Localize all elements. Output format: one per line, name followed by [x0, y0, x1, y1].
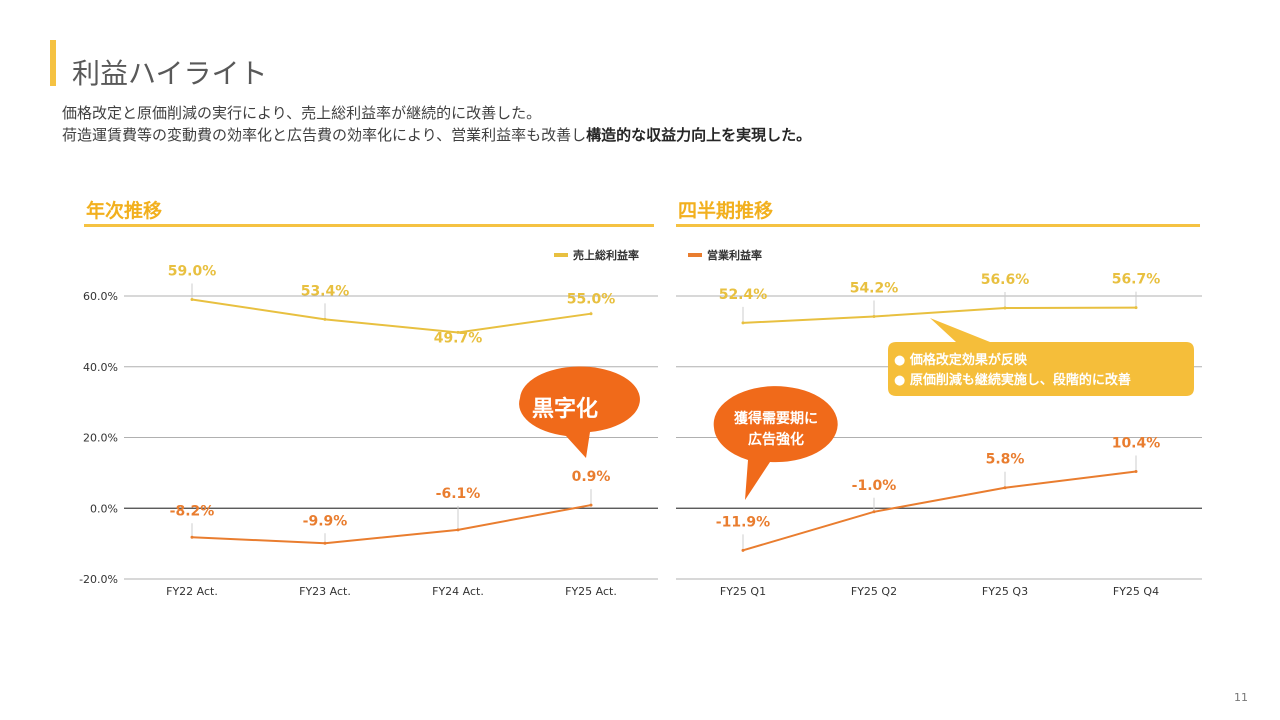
quarterly-operating-point — [872, 510, 876, 514]
annual-gross-point — [589, 312, 593, 316]
legend-label-operating: 営業利益率 — [707, 248, 762, 262]
quarterly-operating-data-label: -1.0% — [852, 478, 897, 494]
quarterly-gross-data-label: 54.2% — [850, 281, 899, 297]
profit-callout-bubble — [519, 366, 640, 458]
annual-y-tick-label: 20.0% — [83, 432, 118, 445]
callout-layer: 黒字化 獲得需要期に 広告強化 ● 価格改定効果が反映 ● 原価削減も継続実施し… — [519, 318, 1194, 500]
annual-y-tick-label: -20.0% — [79, 573, 118, 586]
quarterly-operating-data-label: -11.9% — [716, 514, 770, 530]
quarterly-gross-point — [1003, 306, 1007, 310]
quarterly-section-rule — [676, 224, 1200, 227]
annual-gross-line — [191, 298, 592, 334]
annual-operating-data-label: -6.1% — [436, 486, 481, 502]
quarterly-gross-point — [1134, 306, 1138, 310]
annual-y-tick-label: 40.0% — [83, 361, 118, 374]
ad-callout-line2: 広告強化 — [748, 431, 804, 448]
annual-x-tick-label: FY22 Act. — [166, 585, 218, 598]
quarterly-x-tick-label: FY25 Q1 — [720, 585, 766, 598]
ad-callout-bubble — [713, 386, 838, 500]
quarterly-operating-point — [1003, 486, 1007, 490]
annual-section-rule — [84, 224, 654, 227]
label-layer: FY22 Act. FY23 Act. FY24 Act. FY25 Act. 59.0… — [166, 264, 1160, 598]
quarterly-gross-data-label: 52.4% — [719, 287, 768, 303]
description-line-2: 荷造運賃費等の変動費の効率化と広告費の効率化により、営業利益率も改善し構造的な収… — [62, 124, 811, 145]
annual-section-title: 年次推移 — [86, 200, 163, 222]
quarterly-gross-point — [741, 321, 745, 325]
legend-label-gross: 売上総利益率 — [573, 248, 639, 262]
quarterly-gross-line — [742, 306, 1137, 324]
annual-y-tick-label: 0.0% — [90, 502, 118, 515]
quarterly-x-tick-label: FY25 Q3 — [982, 585, 1028, 598]
quarterly-operating-data-label: 5.8% — [986, 452, 1025, 468]
annual-gross-point — [456, 330, 460, 334]
description-line-1: 価格改定と原価削減の実行により、売上総利益率が継続的に改善した。 — [62, 104, 542, 122]
quarterly-x-tick-label: FY25 Q4 — [1113, 585, 1159, 598]
quarterly-operating-line — [742, 470, 1137, 552]
annual-operating-data-label: -8.2% — [170, 503, 215, 519]
page-number: 11 — [1234, 691, 1248, 704]
annual-operating-point — [190, 535, 194, 539]
quarterly-x-tick-label: FY25 Q2 — [851, 585, 897, 598]
quarterly-operating-data-label: 10.4% — [1112, 435, 1161, 451]
legend: 売上総利益率 営業利益率 — [554, 248, 762, 262]
annual-operating-line — [191, 504, 592, 545]
annual-x-tick-label: FY23 Act. — [299, 585, 351, 598]
title-accent-bar — [50, 40, 56, 86]
annual-gross-data-label: 55.0% — [567, 292, 616, 308]
annual-operating-point — [589, 503, 593, 507]
legend-swatch-operating — [688, 253, 702, 257]
line-layer — [190, 283, 1138, 552]
description-line-2-plain: 荷造運賃費等の変動費の効率化と広告費の効率化により、営業利益率も改善し — [62, 126, 587, 144]
price-callout-line1: ● 価格改定効果が反映 — [894, 352, 1028, 368]
annual-gross-point — [190, 298, 194, 302]
quarterly-gross-data-label: 56.6% — [981, 272, 1030, 288]
description-line-2-bold: 構造的な収益力向上を実現した。 — [586, 126, 812, 144]
annual-gross-data-label: 59.0% — [168, 264, 217, 280]
quarterly-section-title: 四半期推移 — [678, 200, 774, 222]
annual-x-tick-label: FY24 Act. — [432, 585, 484, 598]
annual-operating-point — [323, 541, 327, 545]
grid-layer: 60.0% 40.0% 20.0% 0.0% -20.0% — [79, 290, 1202, 586]
price-callout-box — [888, 318, 1194, 396]
annual-operating-data-label: -9.9% — [303, 513, 348, 529]
annual-gross-data-label: 49.7% — [434, 330, 483, 346]
quarterly-gross-data-label: 56.7% — [1112, 272, 1161, 288]
quarterly-operating-point — [1134, 469, 1138, 473]
price-callout-line2: ● 原価削減も継続実施し、段階的に改善 — [894, 372, 1131, 388]
profit-callout-text: 黒字化 — [532, 396, 598, 422]
quarterly-gross-point — [872, 315, 876, 319]
annual-operating-point — [456, 528, 460, 532]
annual-y-tick-label: 60.0% — [83, 290, 118, 303]
annual-x-tick-label: FY25 Act. — [565, 585, 617, 598]
legend-swatch-gross — [554, 253, 568, 257]
page-title: 利益ハイライト — [72, 57, 268, 90]
annual-gross-point — [323, 317, 327, 321]
annual-operating-data-label: 0.9% — [572, 469, 611, 485]
annual-gross-data-label: 53.4% — [301, 283, 350, 299]
quarterly-operating-point — [741, 548, 745, 552]
ad-callout-line1: 獲得需要期に — [734, 410, 818, 427]
